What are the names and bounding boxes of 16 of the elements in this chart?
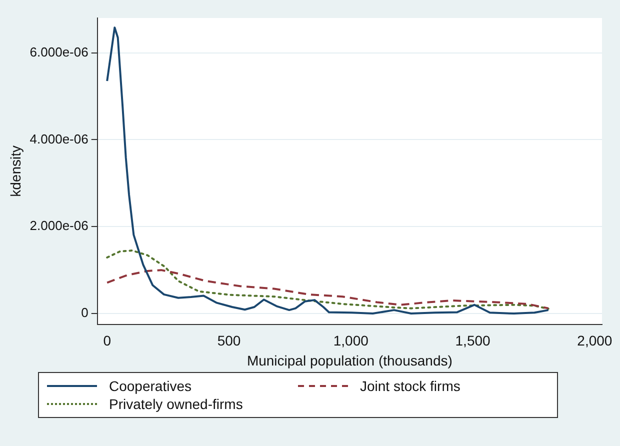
x-tick-label: 1,000 [333, 332, 369, 349]
x-tick-label: 0 [103, 332, 112, 349]
y-tick-label: 0 [81, 305, 88, 320]
y-tick-label: 6.000e-06 [30, 44, 88, 60]
legend-label: Joint stock firms [360, 378, 460, 394]
x-tick-label: 500 [217, 332, 241, 349]
y-tick-label: 4.000e-06 [30, 131, 88, 146]
line-series [106, 269, 550, 310]
y-axis-title: kdensity [7, 146, 24, 197]
x-axis-title: Municipal population (thousands) [246, 352, 452, 368]
legend-label: Cooperatives [109, 378, 192, 394]
y-tick-label: 2.000e-06 [30, 218, 88, 234]
x-tick-label: 1,500 [455, 332, 491, 349]
x-tick-label: 2,000 [577, 332, 612, 349]
legend-label: Privately owned-firms [109, 396, 243, 412]
line-series [106, 250, 550, 310]
